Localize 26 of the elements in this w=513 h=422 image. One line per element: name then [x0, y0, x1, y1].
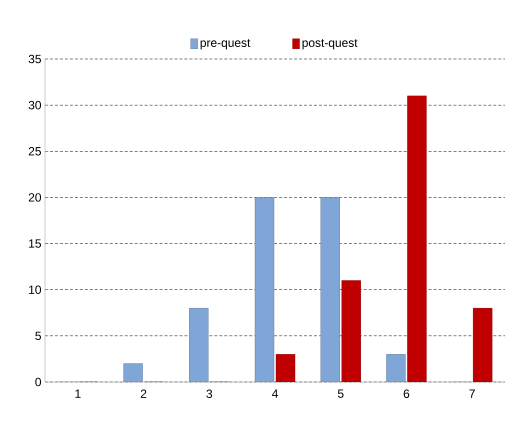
x-tick-label: 6: [404, 390, 410, 398]
y-tick-label: 30: [28, 100, 42, 110]
bar: [407, 96, 427, 382]
y-tick-label: 10: [29, 285, 42, 294]
x-tick-label: 2: [140, 390, 146, 398]
y-tick-label: 5: [35, 332, 41, 340]
bar: [189, 308, 208, 382]
x-tick-label: 4: [272, 390, 278, 398]
bar: [342, 280, 361, 382]
x-tick-label: 5: [338, 390, 344, 398]
y-tick-label: 0: [35, 378, 42, 386]
bar: [123, 363, 143, 382]
bar: [320, 197, 340, 382]
bar: [386, 354, 406, 382]
legend-label: post-quest: [302, 39, 358, 50]
legend-label: pre-quest: [200, 39, 250, 50]
x-tick-label: 3: [206, 390, 212, 398]
bar: [276, 354, 296, 382]
y-tick-label: 20: [28, 193, 42, 202]
y-tick-label: 35: [28, 54, 41, 64]
y-tick-label: 25: [28, 147, 41, 156]
bar: [472, 308, 492, 382]
x-tick-label: 7: [469, 390, 475, 398]
bar: [254, 197, 274, 382]
x-tick-label: 1: [75, 390, 81, 398]
y-tick-label: 15: [29, 239, 41, 248]
